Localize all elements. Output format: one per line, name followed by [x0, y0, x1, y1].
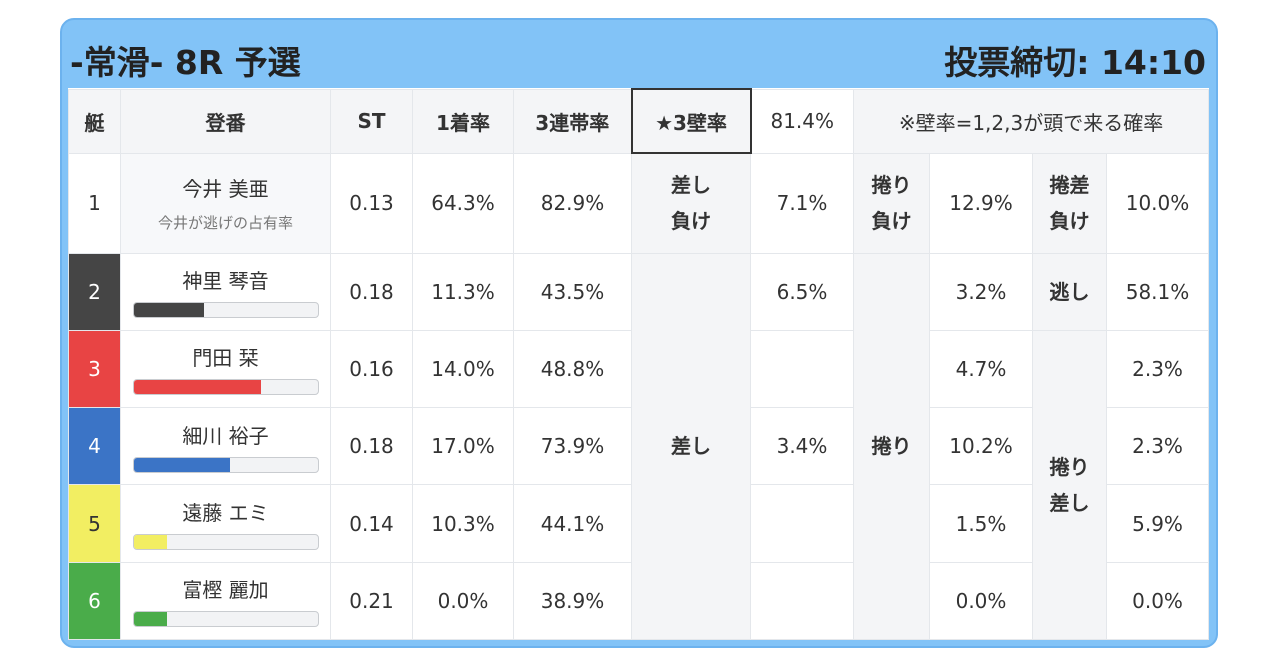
- bar-track: [133, 379, 319, 396]
- bar: [134, 535, 168, 550]
- deadline: 投票締切: 14:10: [944, 43, 1206, 82]
- top3: 43.5%: [513, 252, 632, 331]
- win: 0.0%: [412, 561, 514, 641]
- header-row: 艇 登番 ST 1着率 3連帯率 ★3壁率 81.4% ※壁率=1,2,3が頭で…: [68, 88, 1210, 154]
- st: 0.18: [330, 252, 413, 331]
- header-cell: 登番: [120, 88, 331, 154]
- racer-name: 門田 栞: [192, 346, 259, 371]
- st: 0.18: [330, 407, 413, 486]
- race-title: -常滑- 8R 予選: [70, 43, 301, 82]
- st: 0.16: [330, 329, 413, 409]
- label: 捲り 差し: [1032, 329, 1107, 641]
- label: 差し 負け: [631, 152, 751, 254]
- header-cell: 1着率: [412, 88, 514, 154]
- label: 捲り 負け: [853, 152, 930, 254]
- value: 0.0%: [1105, 561, 1210, 641]
- bar: [134, 612, 168, 627]
- empty-cell: [750, 561, 854, 641]
- racer-name: 細川 裕子: [182, 423, 269, 448]
- value: 1.5%: [929, 484, 1033, 563]
- race-panel: -常滑- 8R 予選 投票締切: 14:10 艇 登番 ST 1着率 3連帯率 …: [60, 18, 1218, 648]
- row: 1 今井 美亜 今井が逃げの占有率 0.13 64.3% 82.9% 差し 負け …: [68, 152, 1210, 254]
- highlight-cell: ★3壁率: [630, 88, 752, 154]
- row: 4 細川 裕子 0.18 17.0% 73.9% 3.4% 10.2% 2.3%: [68, 407, 1210, 486]
- empty-cell: [750, 484, 854, 563]
- header-cell: 3連帯率: [513, 88, 632, 154]
- label: 捲り: [853, 252, 930, 640]
- value: 58.1%: [1105, 252, 1210, 331]
- value: 2.3%: [1105, 329, 1210, 409]
- racer-name: 遠藤 エミ: [182, 501, 269, 526]
- boat: 2: [68, 252, 121, 331]
- racer: 富樫 麗加: [120, 561, 331, 641]
- value: 0.0%: [929, 561, 1033, 641]
- value: 2.3%: [1105, 407, 1210, 486]
- win: 14.0%: [412, 329, 514, 409]
- value: 10.0%: [1105, 152, 1210, 254]
- top3: 48.8%: [513, 329, 632, 409]
- racer: 細川 裕子: [120, 407, 331, 486]
- header-note: ※壁率=1,2,3が頭で来る確率: [852, 88, 1210, 154]
- st: 0.14: [330, 484, 413, 563]
- row: 6 富樫 麗加 0.21 0.0% 38.9% 0.0% 0.0%: [68, 561, 1210, 641]
- st: 0.13: [330, 152, 413, 254]
- win: 17.0%: [412, 407, 514, 486]
- racer-name: 富樫 麗加: [182, 578, 269, 603]
- top3: 82.9%: [513, 152, 632, 254]
- race-table: 艇 登番 ST 1着率 3連帯率 ★3壁率 81.4% ※壁率=1,2,3が頭で…: [68, 88, 1210, 641]
- value: 3.4%: [750, 407, 854, 486]
- row: 5 遠藤 エミ 0.14 10.3% 44.1% 1.5% 5.9%: [68, 484, 1210, 563]
- racer: 遠藤 エミ: [120, 484, 331, 563]
- header-cell: ST: [330, 88, 413, 154]
- value: 3.2%: [929, 252, 1033, 331]
- top3: 73.9%: [513, 407, 632, 486]
- header-cell: 艇: [68, 88, 121, 154]
- bar-track: [133, 302, 319, 319]
- racer: 神里 琴音: [120, 252, 331, 331]
- boat: 6: [68, 561, 121, 641]
- boat: 5: [68, 484, 121, 563]
- win: 64.3%: [412, 152, 514, 254]
- value: 6.5%: [750, 252, 854, 331]
- boat: 4: [68, 407, 121, 486]
- row: 3 門田 栞 0.16 14.0% 48.8% 4.7% 捲り 差し 2.3%: [68, 329, 1210, 641]
- win: 11.3%: [412, 252, 514, 331]
- value: 7.1%: [750, 152, 854, 254]
- row: 2 神里 琴音 0.18 11.3% 43.5% 差し 6.5% 捲り 3.2%…: [68, 252, 1210, 640]
- racer-name: 今井 美亜: [182, 177, 269, 201]
- label: 逃し: [1032, 252, 1107, 331]
- value: 4.7%: [929, 329, 1033, 409]
- bar-track: [133, 456, 319, 473]
- bar: [134, 380, 261, 395]
- racer: 門田 栞: [120, 329, 331, 409]
- value: 5.9%: [1105, 484, 1210, 563]
- note: 今井が逃げの占有率: [157, 214, 293, 232]
- st: 0.21: [330, 561, 413, 641]
- label: 捲差 負け: [1032, 152, 1107, 254]
- boat: 1: [68, 152, 121, 254]
- bar: [134, 303, 204, 318]
- header-value: 81.4%: [750, 88, 854, 154]
- top3: 44.1%: [513, 484, 632, 563]
- label: 差し: [631, 252, 751, 640]
- win: 10.3%: [412, 484, 514, 563]
- bar: [134, 457, 230, 472]
- top3: 38.9%: [513, 561, 632, 641]
- bar-track: [133, 611, 319, 628]
- racer-name: 神里 琴音: [182, 269, 269, 294]
- bar-track: [133, 534, 319, 551]
- racer: 今井 美亜今井が逃げの占有率: [120, 152, 331, 254]
- boat: 3: [68, 329, 121, 409]
- value: 12.9%: [929, 152, 1033, 254]
- value: 10.2%: [929, 407, 1033, 486]
- empty-cell: [750, 329, 854, 409]
